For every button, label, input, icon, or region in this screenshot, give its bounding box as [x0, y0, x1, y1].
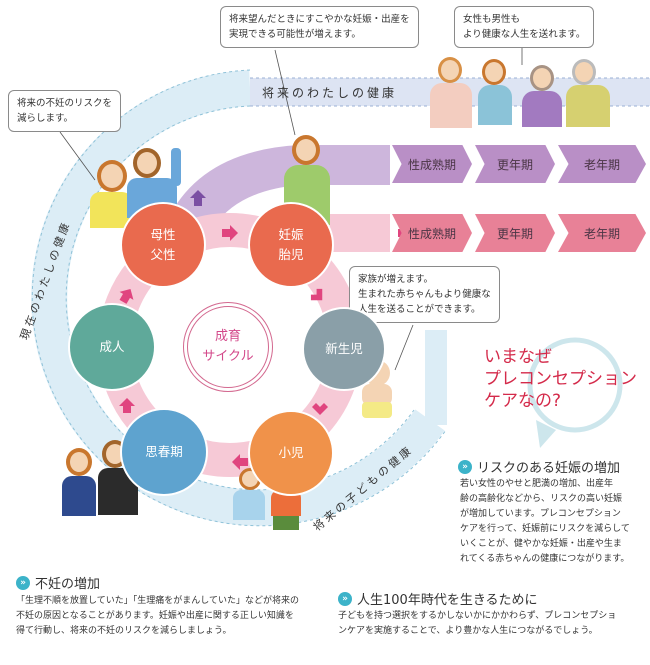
arrow-purple-up: [190, 190, 206, 206]
arrow-left: [232, 454, 248, 470]
stage-pink-sexual-maturity: 性成熟期: [392, 214, 472, 252]
node-pregnancy-fetus: 妊娠 胎児: [248, 202, 334, 288]
center-growth-cycle: 成育 サイクル: [183, 302, 273, 392]
callout-family: 家族が増えます。 生まれた赤ちゃんもより健康な 人生を送ることができます。: [349, 266, 500, 323]
section-title-infertility: » 不妊の増加: [16, 573, 100, 592]
outer-health-band: [31, 70, 445, 526]
section-body-century-life: 子どもを持つ選択をするかしないかにかかわらず、プレコンセプショ ンケアを実施する…: [338, 611, 617, 636]
stage-purple-old-age: 老年期: [558, 145, 646, 183]
arrow-up-1: [119, 398, 135, 413]
why-preconception-heading: いまなぜ プレコンセプション ケアなの?: [484, 347, 637, 411]
node-child: 小児: [248, 410, 334, 496]
section-title-risk-pregnancy: » リスクのある妊娠の増加: [458, 457, 620, 476]
arrow-right-1: [222, 225, 238, 241]
node-parenthood: 母性 父性: [120, 202, 206, 288]
label-future-self-health: 将来のわたしの健康: [262, 86, 398, 100]
purple-arc: [170, 145, 390, 225]
callout-infertility-risk: 将来の不妊のリスクを 減らします。: [8, 90, 122, 132]
arrow-down-right: [310, 288, 323, 301]
stage-purple-menopause: 更年期: [475, 145, 555, 183]
section-body-infertility: 「生理不順を放置していた」「生理痛をがまんしていた」などが将来の 不妊の原因とな…: [16, 596, 299, 636]
stage-pink-menopause: 更年期: [475, 214, 555, 252]
node-adolescence: 思春期: [120, 408, 208, 496]
node-adult: 成人: [68, 303, 156, 391]
arrow-up-2: [119, 288, 134, 304]
callout-pregnancy: 将来望んだときにすこやかな妊娠・出産を 実現できる可能性が増えます。: [220, 6, 419, 48]
speech-bubble-ring: [527, 337, 623, 433]
stage-pink-old-age: 老年期: [558, 214, 646, 252]
double-chevron-icon: »: [16, 575, 30, 590]
double-chevron-icon: »: [338, 591, 352, 606]
family-adults-illustration: [430, 55, 620, 130]
node-newborn: 新生児: [302, 307, 386, 391]
arrow-down: [312, 403, 328, 415]
stage-purple-sexual-maturity: 性成熟期: [392, 145, 472, 183]
double-chevron-icon: »: [458, 459, 472, 474]
section-body-risk-pregnancy: 若い女性のやせと肥満の増加、出産年 齢の高齢化などから、リスクの高い妊娠 が増加…: [460, 479, 630, 564]
section-title-century-life: » 人生100年時代を生きるために: [338, 589, 538, 608]
callout-healthy-life: 女性も男性も より健康な人生を送れます。: [454, 6, 595, 48]
